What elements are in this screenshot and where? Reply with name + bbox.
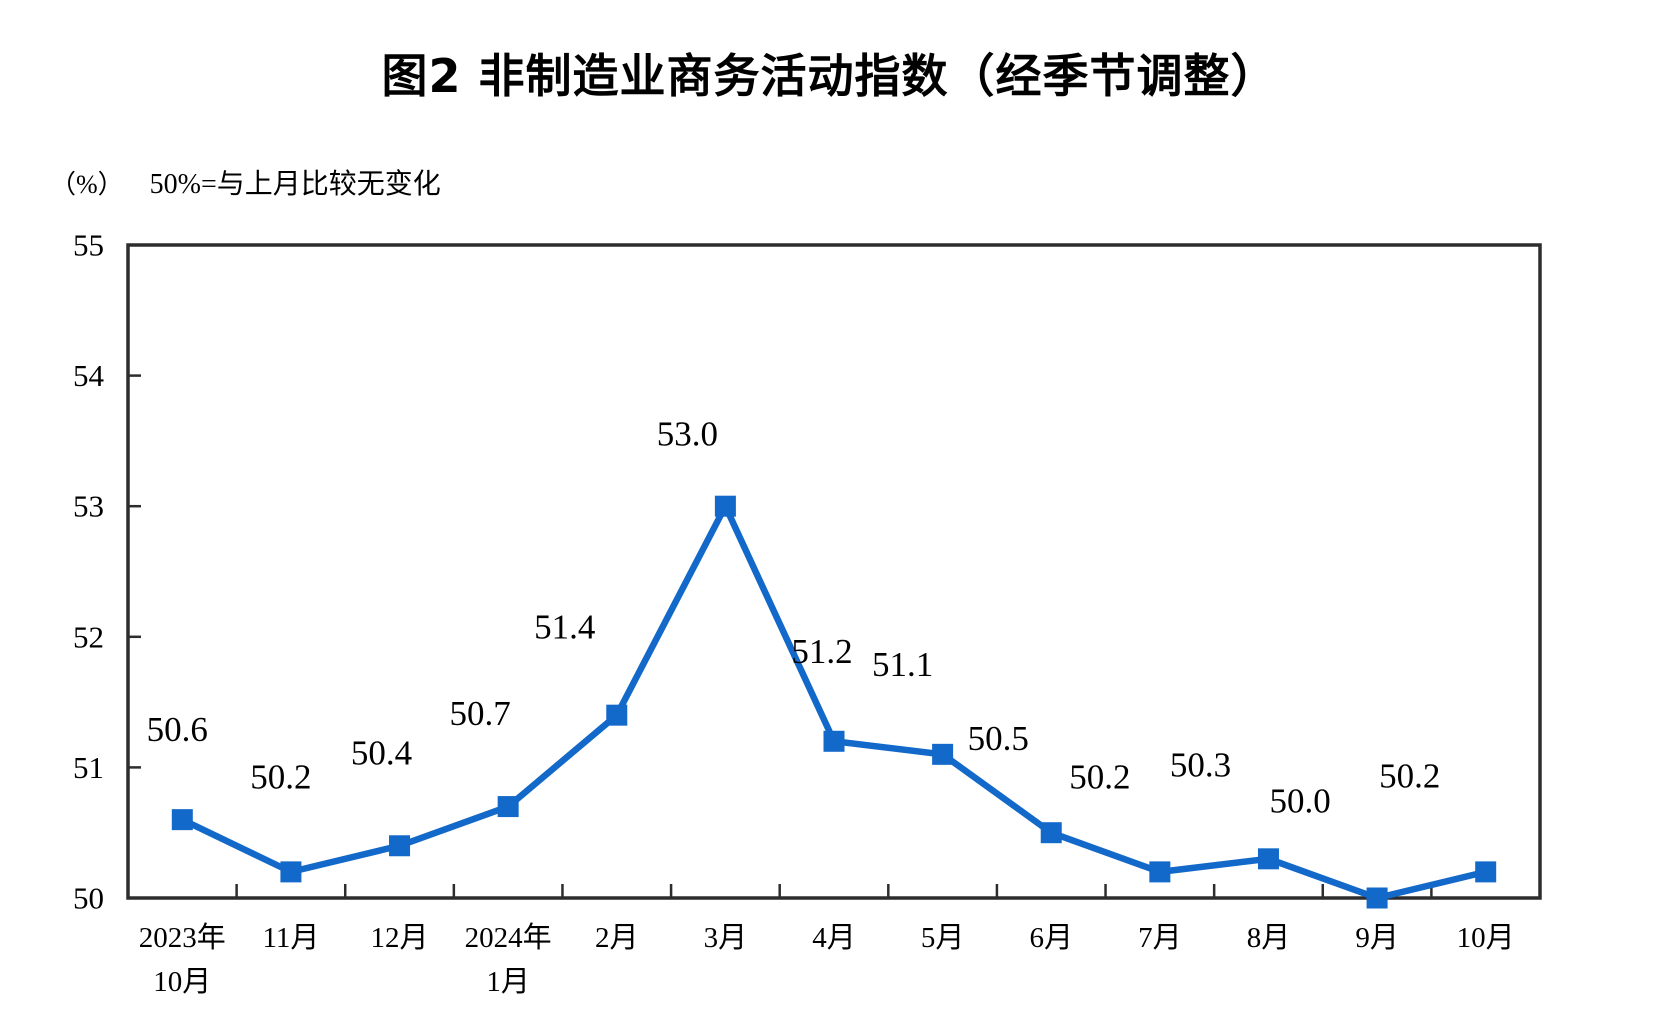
data-label: 50.7 — [450, 694, 511, 733]
y-tick-label: 55 — [73, 228, 104, 263]
y-tick-label: 51 — [73, 750, 104, 785]
data-point-marker — [1040, 822, 1062, 844]
data-point-marker — [1475, 861, 1497, 883]
data-point-marker — [171, 809, 193, 831]
x-tick-label: 7月 — [1138, 922, 1182, 954]
data-label: 50.6 — [147, 710, 208, 749]
data-label: 50.0 — [1269, 782, 1330, 821]
data-label: 51.1 — [872, 645, 933, 684]
chart-note: 50%=与上月比较无变化 — [149, 169, 441, 200]
data-point-marker — [1257, 848, 1279, 870]
data-point-marker — [823, 730, 845, 752]
x-tick-label: 5月 — [921, 922, 965, 954]
data-point-marker — [497, 796, 519, 818]
data-point-marker — [389, 835, 411, 857]
data-label: 53.0 — [657, 415, 718, 454]
x-tick-label: 4月 — [812, 922, 856, 954]
data-label: 50.2 — [250, 757, 311, 796]
y-tick-label: 53 — [73, 489, 104, 524]
data-label: 50.4 — [351, 733, 412, 772]
x-tick-label: 8月 — [1247, 922, 1291, 954]
data-point-marker — [1149, 861, 1171, 883]
data-point-marker — [280, 861, 302, 883]
y-tick-label: 54 — [73, 358, 105, 393]
data-point-marker — [932, 743, 954, 765]
series-line — [180, 498, 1487, 902]
x-tick-label: 2023年 10月 — [139, 921, 226, 998]
x-tick-label: 2月 — [595, 922, 639, 954]
plot-border — [126, 243, 1542, 900]
data-label: 51.2 — [791, 632, 852, 671]
x-tick-label: 12月 — [371, 922, 429, 954]
x-tick-label: 11月 — [262, 922, 319, 954]
data-point-marker — [1366, 887, 1388, 909]
x-tick-label: 3月 — [704, 922, 748, 954]
x-tick-label: 10月 — [1457, 922, 1515, 954]
x-tick-label: 2024年 1月 — [465, 921, 552, 998]
data-point-marker — [606, 704, 628, 726]
data-label: 50.5 — [968, 719, 1029, 758]
y-axis-unit-label: （%） — [50, 170, 124, 199]
x-tick-label: 6月 — [1029, 922, 1073, 954]
data-label: 51.4 — [534, 608, 595, 647]
x-tick-label: 9月 — [1355, 922, 1399, 954]
data-label: 50.2 — [1379, 756, 1440, 795]
data-point-marker — [714, 495, 736, 517]
data-label: 50.3 — [1170, 745, 1231, 784]
y-tick-label: 52 — [73, 619, 104, 654]
y-tick-label: 50 — [73, 881, 104, 916]
data-label: 50.2 — [1069, 757, 1130, 796]
chart-title: 图2 非制造业商务活动指数（经季节调整） — [381, 49, 1278, 103]
axis-unit-and-note: （%） 50%=与上月比较无变化 — [50, 162, 441, 202]
